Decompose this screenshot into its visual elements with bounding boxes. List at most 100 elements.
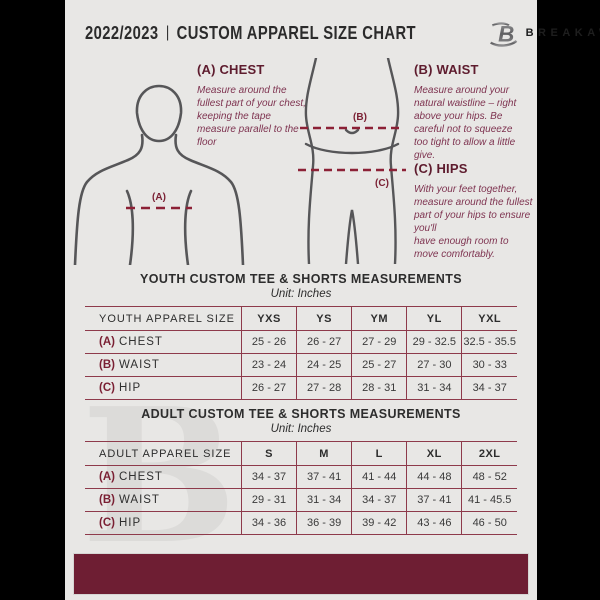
table-cell: 29 - 32.5 xyxy=(406,330,462,354)
table-row: (A) CHEST 25 - 26 26 - 27 27 - 29 29 - 32… xyxy=(85,330,517,354)
table-cell: 27 - 30 xyxy=(406,353,462,377)
measurement-guide: (A) (B) (C) (A) CHEST Measure around the… xyxy=(65,55,537,268)
table-cell: 48 - 52 xyxy=(461,465,517,489)
row-label-text: WAIST xyxy=(118,359,160,371)
brand-lockup: B BREAKAWAY xyxy=(489,18,600,48)
table-cell: 32.5 - 35.5 xyxy=(461,330,517,354)
table-cell: 23 - 24 xyxy=(240,353,297,377)
table-cell: 31 - 34 xyxy=(296,488,352,512)
hips-guide-heading: (C) HIPS xyxy=(414,161,468,176)
waist-guide-text: Measure around your natural waistline – … xyxy=(414,85,517,161)
table-cell: 44 - 48 xyxy=(406,465,462,489)
table-cell: 41 - 44 xyxy=(351,465,407,489)
adult-unit-label: Unit: Inches xyxy=(270,423,332,435)
col-header: 2XL xyxy=(461,441,517,466)
col-header: YM xyxy=(351,306,407,331)
table-cell: 34 - 37 xyxy=(351,488,407,512)
waist-line-label: (B) xyxy=(353,112,367,123)
col-header: XL xyxy=(406,441,462,466)
row-label-text: HIP xyxy=(118,517,142,529)
svg-text:B: B xyxy=(498,21,514,46)
table-cell: 28 - 31 xyxy=(351,376,407,400)
table-cell: 39 - 42 xyxy=(351,511,407,535)
chest-guide-text: Measure around the fullest part of your … xyxy=(197,85,306,148)
chart-content-area: 2022/2023 | CUSTOM APPAREL SIZE CHART B xyxy=(65,0,600,600)
row-label: (A) CHEST xyxy=(85,466,242,489)
youth-size-col-header: YOUTH APPAREL SIZE xyxy=(99,312,235,325)
upper-body-diagram: (A) xyxy=(73,84,245,265)
row-prefix: (C) xyxy=(99,382,115,394)
adult-size-table: ADULT APPAREL SIZE S M L XL 2XL (A) CHEST… xyxy=(85,441,517,535)
adult-section-title: ADULT CUSTOM TEE & SHORTS MEASUREMENTS xyxy=(141,407,461,421)
table-cell: 27 - 29 xyxy=(351,330,407,354)
table-cell: 24 - 25 xyxy=(296,353,352,377)
table-cell: 34 - 36 xyxy=(240,511,297,535)
footer-accent-bar xyxy=(73,553,529,595)
col-header: YXL xyxy=(461,306,517,331)
table-cell: 43 - 46 xyxy=(406,511,462,535)
table-cell: 30 - 33 xyxy=(461,353,517,377)
table-row: (B) WAIST 29 - 31 31 - 34 34 - 37 37 - 41… xyxy=(85,488,517,512)
table-row: (C) HIP 34 - 36 36 - 39 39 - 42 43 - 46 4… xyxy=(85,511,517,535)
chest-guide-heading: (A) CHEST xyxy=(197,62,265,77)
hips-guide-text: With your feet together, measure around … xyxy=(414,184,533,260)
row-prefix: (C) xyxy=(99,517,115,529)
col-header: L xyxy=(351,441,407,466)
table-row: (B) WAIST 23 - 24 24 - 25 25 - 27 27 - 30… xyxy=(85,353,517,377)
page-title: 2022/2023 | CUSTOM APPAREL SIZE CHART xyxy=(85,23,416,44)
main-title: CUSTOM APPAREL SIZE CHART xyxy=(176,22,416,43)
row-label: (A) CHEST xyxy=(85,331,242,354)
table-cell: 34 - 37 xyxy=(240,465,297,489)
table-cell: 34 - 37 xyxy=(461,376,517,400)
youth-section-title: YOUTH CUSTOM TEE & SHORTS MEASUREMENTS xyxy=(140,272,462,286)
row-label: (C) HIP xyxy=(85,377,242,400)
table-cell: 36 - 39 xyxy=(296,511,352,535)
youth-unit-label: Unit: Inches xyxy=(270,288,332,300)
table-cell: 26 - 27 xyxy=(240,376,297,400)
col-header: S xyxy=(240,441,297,466)
waist-guide: (B) WAIST Measure around your natural wa… xyxy=(414,62,529,162)
hips-guide: (C) HIPS With your feet together, measur… xyxy=(414,161,535,261)
row-prefix: (A) xyxy=(99,336,115,348)
edition-label: 2022/2023 xyxy=(85,22,159,43)
row-label: (B) WAIST xyxy=(85,354,242,377)
waist-guide-heading: (B) WAIST xyxy=(414,62,479,77)
table-cell: 27 - 28 xyxy=(296,376,352,400)
header: 2022/2023 | CUSTOM APPAREL SIZE CHART B xyxy=(85,18,600,48)
table-cell: 25 - 27 xyxy=(351,353,407,377)
col-header: YXS xyxy=(240,306,297,331)
table-cell: 25 - 26 xyxy=(240,330,297,354)
table-cell: 37 - 41 xyxy=(296,465,352,489)
chest-guide: (A) CHEST Measure around the fullest par… xyxy=(197,62,310,149)
row-prefix: (B) xyxy=(99,494,115,506)
table-cell: 31 - 34 xyxy=(406,376,462,400)
table-row: (A) CHEST 34 - 37 37 - 41 41 - 44 44 - 48… xyxy=(85,465,517,489)
row-label: (C) HIP xyxy=(85,512,242,535)
adult-size-col-header: ADULT APPAREL SIZE xyxy=(99,447,232,460)
row-prefix: (A) xyxy=(99,471,115,483)
table-cell: 46 - 50 xyxy=(461,511,517,535)
table-row: (C) HIP 26 - 27 27 - 28 28 - 31 31 - 34 3… xyxy=(85,376,517,400)
table-header-row: ADULT APPAREL SIZE S M L XL 2XL xyxy=(85,441,517,466)
hips-line-label: (C) xyxy=(375,178,389,189)
row-prefix: (B) xyxy=(99,359,115,371)
table-header-row: YOUTH APPAREL SIZE YXS YS YM YL YXL xyxy=(85,306,517,331)
col-header: M xyxy=(296,441,352,466)
table-cell: 29 - 31 xyxy=(240,488,297,512)
breakaway-b-logo-icon: B xyxy=(489,21,517,47)
table-cell: 41 - 45.5 xyxy=(461,488,517,512)
col-header: YS xyxy=(296,306,352,331)
chest-line-label: (A) xyxy=(152,192,166,203)
row-label-text: HIP xyxy=(118,382,142,394)
brand-name: BREAKAWAY xyxy=(525,27,600,39)
col-header: YL xyxy=(406,306,462,331)
title-separator: | xyxy=(165,24,170,41)
table-cell: 26 - 27 xyxy=(296,330,352,354)
lower-body-diagram: (B) (C) xyxy=(298,58,406,264)
table-cell: 37 - 41 xyxy=(406,488,462,512)
row-label-text: CHEST xyxy=(118,471,163,483)
row-label-text: CHEST xyxy=(118,336,163,348)
youth-size-table: YOUTH APPAREL SIZE YXS YS YM YL YXL (A) C… xyxy=(85,306,517,400)
row-label-text: WAIST xyxy=(118,494,160,506)
